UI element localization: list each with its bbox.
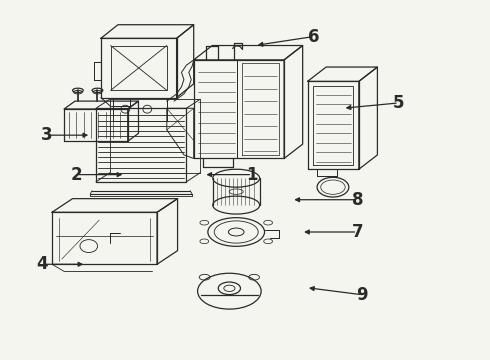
Text: 2: 2 — [71, 166, 82, 184]
Text: 5: 5 — [393, 94, 405, 112]
Text: 4: 4 — [36, 255, 48, 273]
Text: 8: 8 — [352, 191, 363, 209]
Text: 7: 7 — [351, 223, 363, 241]
Text: 1: 1 — [246, 166, 258, 184]
Text: 9: 9 — [356, 286, 368, 304]
Text: 6: 6 — [308, 28, 319, 46]
Text: 3: 3 — [41, 126, 53, 144]
